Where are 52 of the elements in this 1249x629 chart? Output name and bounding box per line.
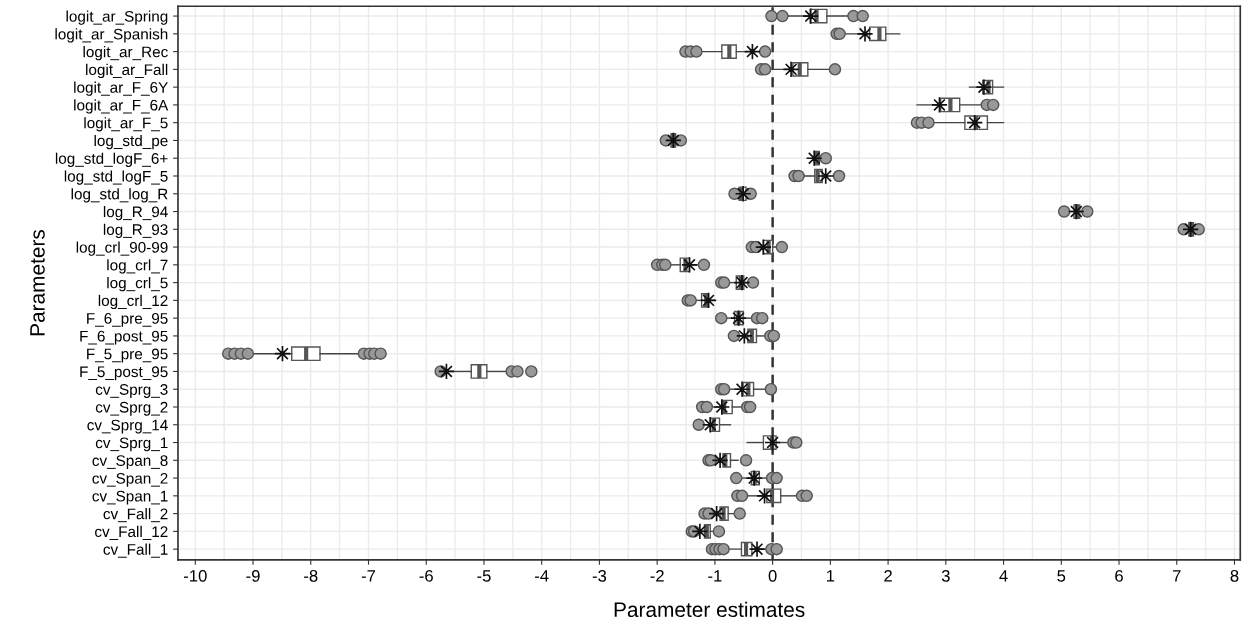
y-tick-label: logit_ar_F_5 [84,117,168,132]
x-tick-label: 0 [768,569,777,582]
y-tick-label: cv_Fall_12 [95,525,168,540]
x-tick-label: -8 [304,569,318,582]
y-tick-label: cv_Sprg_2 [95,401,168,416]
x-tick-label: -7 [361,570,376,582]
y-tick-label: F_6_pre_95 [87,313,168,327]
y-tick-label: logit_ar_Spring [66,10,168,25]
x-tick-label: -6 [419,569,433,582]
y-tick-label: cv_Fall_1 [103,543,168,558]
x-tick-label: 2 [884,569,892,582]
y-tick-label: log_std_logF_6+ [55,152,168,167]
y-tick-label: log_crl_7 [107,259,168,274]
y-tick-label: logit_ar_Rec [83,46,168,61]
x-tick-label: -9 [246,569,260,582]
x-tick-label: -1 [708,570,722,582]
y-tick-label: cv_Span_2 [92,472,168,487]
x-tick-label: -4 [535,570,549,582]
x-tick-label: -10 [184,569,207,582]
y-tick-label: log_crl_12 [98,294,168,310]
y-tick-label: log_std_logF_5 [64,170,168,185]
y-tick-label: log_crl_5 [107,277,168,292]
y-tick-label: logit_ar_F_6Y [74,81,168,96]
x-tick-label: -5 [477,570,491,582]
y-tick-label: F_5_post_95 [80,366,168,381]
x-tick-label: 6 [1115,569,1123,582]
x-tick-label: -2 [650,569,664,582]
y-tick-label: logit_ar_Spanish [55,28,168,43]
y-tick-label: cv_Span_8 [92,455,168,470]
y-tick-label: cv_Span_1 [92,490,168,505]
y-tick-label: log_crl_90-99 [76,241,168,256]
x-tick-label: 8 [1230,569,1239,582]
y-tick-label: F_5_pre_95 [87,348,168,363]
x-tick-label: -3 [592,569,607,582]
y-tick-label: F_6_post_95 [80,330,168,345]
y-tick-label: cv_Sprg_14 [87,419,168,434]
x-tick-label: 1 [826,570,835,582]
x-tick-label: 3 [941,569,950,582]
y-tick-label: cv_Fall_2 [103,508,168,523]
x-tick-label: 4 [999,570,1008,582]
y-tick-label: log_R_94 [103,205,168,221]
y-tick-label: cv_Sprg_1 [95,437,168,452]
x-axis-title: Parameter estimates [614,601,805,618]
y-axis-title: Parameters [30,229,45,336]
y-tick-label: log_std_log_R [71,188,168,203]
x-tick-label: 7 [1172,570,1181,582]
y-tick-label: log_R_93 [103,223,168,238]
y-tick-label: logit_ar_F_6A [74,99,169,114]
y-tick-label: logit_ar_Fall [86,63,168,79]
x-tick-label: 5 [1057,570,1066,582]
y-tick-label: log_std_pe [94,134,168,150]
y-tick-label: cv_Sprg_3 [95,384,168,398]
